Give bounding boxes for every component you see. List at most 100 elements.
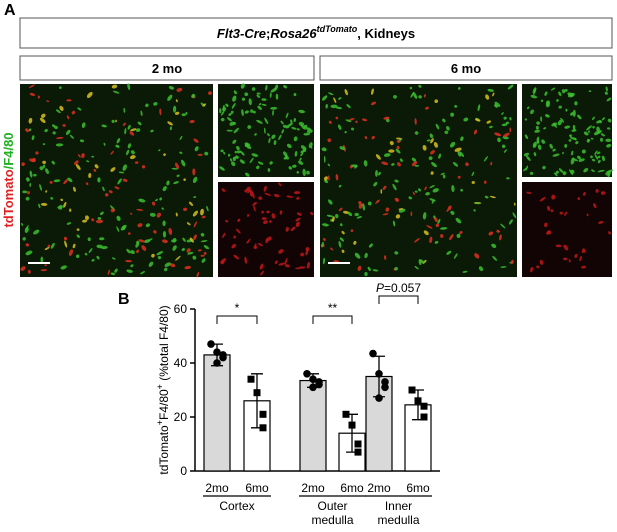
cell xyxy=(487,88,494,92)
cell xyxy=(120,224,127,231)
cell xyxy=(241,97,246,101)
cell xyxy=(156,251,164,256)
cell xyxy=(229,158,233,162)
cell xyxy=(267,133,270,137)
cell xyxy=(101,124,107,128)
cell xyxy=(76,228,80,231)
cell xyxy=(364,252,368,259)
cell xyxy=(433,142,438,148)
cell xyxy=(425,192,431,196)
cell xyxy=(413,237,420,243)
cell xyxy=(250,109,253,113)
cell xyxy=(540,99,544,103)
cell xyxy=(42,143,46,146)
annotation-part: * xyxy=(235,301,240,315)
cell xyxy=(244,92,249,97)
cell xyxy=(181,248,185,252)
cell xyxy=(29,183,32,187)
cell xyxy=(153,102,158,106)
cell xyxy=(328,199,333,205)
cell xyxy=(345,119,352,123)
cell xyxy=(591,116,595,121)
cell xyxy=(283,85,288,89)
cell xyxy=(555,244,562,248)
cell xyxy=(305,249,309,256)
cell xyxy=(162,230,167,238)
significance-bracket xyxy=(312,315,353,324)
cell xyxy=(423,94,426,98)
cell xyxy=(222,107,227,112)
cell xyxy=(364,271,368,277)
cell xyxy=(490,161,493,166)
cell xyxy=(326,214,334,218)
data-point xyxy=(369,349,377,358)
cell xyxy=(306,261,310,269)
cell xyxy=(596,151,601,155)
y-axis-label: tdTomato+F4/80+ (%total F4/80) xyxy=(155,305,171,474)
significance-label: ** xyxy=(328,301,338,315)
cell xyxy=(122,164,127,171)
cell xyxy=(432,188,439,193)
cell xyxy=(533,152,537,157)
cell xyxy=(51,124,56,128)
annotation-part: P xyxy=(376,281,384,295)
cell xyxy=(187,251,194,255)
cell xyxy=(322,257,326,265)
cell xyxy=(73,160,79,165)
cell xyxy=(25,196,30,201)
panel-label: B xyxy=(118,291,130,308)
cell xyxy=(539,196,546,202)
cell xyxy=(27,269,31,274)
cell xyxy=(223,151,226,155)
cell xyxy=(335,213,339,219)
cell xyxy=(247,189,252,194)
cell xyxy=(605,138,612,142)
cell xyxy=(69,208,72,212)
cell xyxy=(253,205,256,212)
y-tick-label: 0 xyxy=(180,464,187,478)
cell xyxy=(33,229,40,235)
cell xyxy=(21,222,23,227)
cell xyxy=(293,117,296,123)
cell xyxy=(563,244,569,251)
cell xyxy=(494,101,501,107)
cell xyxy=(450,210,455,215)
cell xyxy=(388,149,395,153)
cell xyxy=(179,135,183,141)
cell xyxy=(45,168,49,175)
cell xyxy=(84,215,90,221)
cell xyxy=(274,260,278,264)
cell xyxy=(240,150,245,156)
cell xyxy=(233,127,239,134)
cell xyxy=(567,92,574,97)
cell xyxy=(485,94,490,100)
cell xyxy=(306,170,310,175)
cell xyxy=(568,259,571,263)
cell xyxy=(503,149,507,153)
cell xyxy=(225,219,229,223)
cell xyxy=(569,169,574,176)
cell xyxy=(169,263,176,268)
group-label: Cortex xyxy=(219,499,254,513)
cell xyxy=(88,248,93,254)
cell xyxy=(44,246,50,251)
data-point xyxy=(375,370,383,378)
cell xyxy=(263,185,267,192)
cell xyxy=(338,97,342,100)
cell xyxy=(240,83,245,89)
cell xyxy=(201,215,206,219)
cell xyxy=(31,135,35,141)
column-label: 2 mo xyxy=(152,61,182,76)
cell xyxy=(28,84,35,89)
cell xyxy=(411,161,418,167)
cell xyxy=(156,212,162,218)
cell xyxy=(513,202,516,206)
cell xyxy=(533,144,537,146)
cell xyxy=(137,121,142,126)
cell xyxy=(556,99,559,102)
cell xyxy=(392,183,397,191)
y-label-part: + xyxy=(155,384,165,389)
cell xyxy=(599,120,602,124)
column-box xyxy=(19,55,315,81)
cell xyxy=(37,95,40,99)
